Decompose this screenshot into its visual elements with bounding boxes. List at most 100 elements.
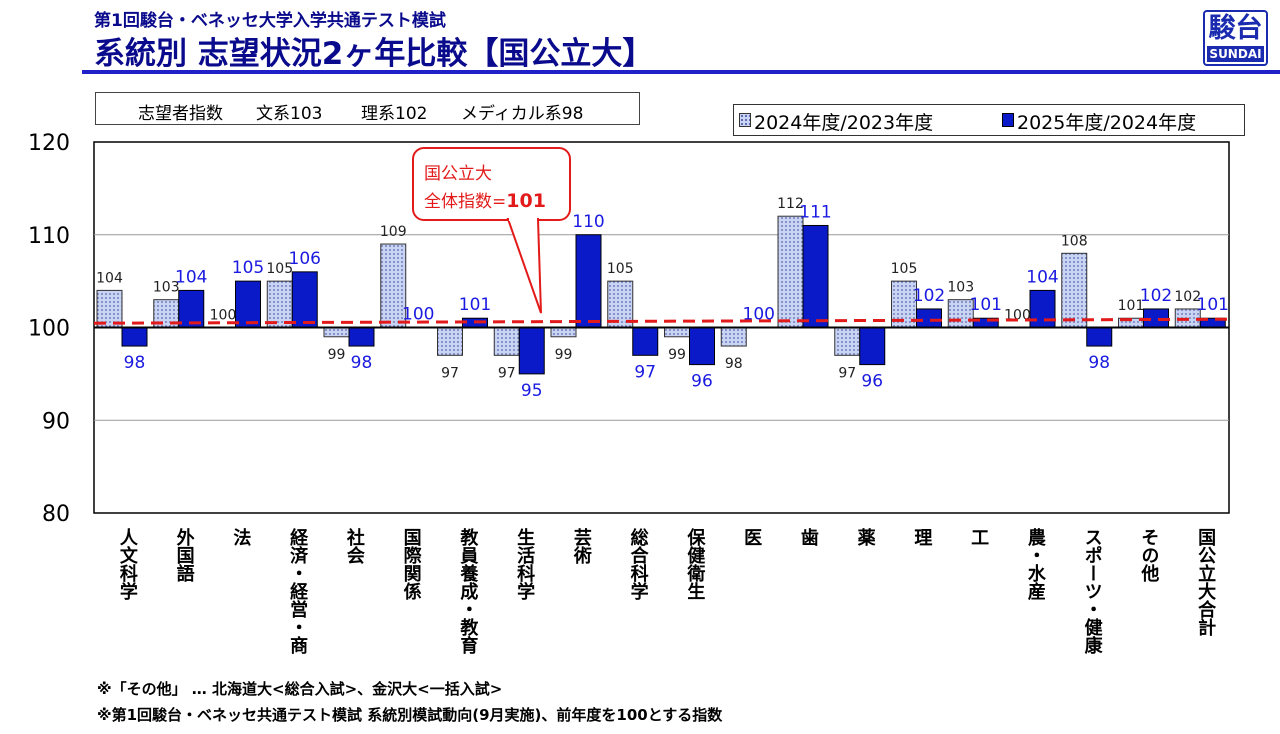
data-label-series2: 98 [124,353,146,373]
data-label-series1: 102 [1174,289,1201,305]
x-category-label: 薬 [855,528,876,547]
x-category-label: 経済・経営・商 [287,527,308,655]
data-label-series2: 111 [799,202,831,222]
bar-series2 [802,224,829,329]
index-rikei: 理系102 [361,104,428,124]
bar-series2 [916,308,942,329]
callout-value-prefix: 全体指数= [424,192,507,212]
callout-value-number: 101 [506,190,546,212]
data-label-series2: 96 [691,372,713,392]
x-category-label: 生活科学 [514,527,535,601]
bar-series1 [834,327,861,356]
bar-series1 [777,215,804,328]
data-label-series2: 101 [459,295,491,315]
data-label-series2: 110 [572,212,604,232]
x-category-label: スポーツ・健康 [1082,528,1103,655]
data-label-series1: 97 [838,365,856,381]
data-label-series2: 97 [634,362,656,382]
x-category-label: 外国語 [174,527,195,583]
footnote-other: ※「その他」 … 北海道大<総合入試>、金沢大<一括入試> [97,680,503,698]
callout-title: 国公立大 [424,164,492,184]
bar-series2 [348,327,375,347]
bar-series2 [1086,327,1113,347]
data-label-series2: 102 [913,286,945,306]
x-category-label: 保健衛生 [684,527,706,600]
legend-label-series1: 2024年度/2023年度 [754,112,934,134]
data-label-series2: 101 [970,295,1002,315]
bar-series2 [575,234,602,328]
x-category-label: 国際関係 [401,528,422,600]
y-tick-label: 80 [42,502,70,527]
x-category-label: 理 [911,528,932,546]
footnote-source: ※第1回駿台・ベネッセ共通テスト模試 系統別模試動向(9月実施)、前年度を100… [97,706,723,724]
data-label-series1: 97 [441,365,459,381]
data-label-series2: 95 [521,381,543,401]
data-label-series1: 99 [668,347,686,363]
data-label-series2: 101 [1197,295,1229,315]
data-label-series1: 103 [947,280,974,296]
index-bunkei: 文系103 [256,104,323,124]
data-label-series1: 97 [498,365,516,381]
bar-series1 [720,327,747,347]
x-category-label: 芸術 [571,527,593,565]
applicant-index-box: 志望者指数 文系103 理系102 メディカル系98 [95,92,640,125]
bar-series1 [550,327,577,338]
x-category-label: 工 [968,528,989,546]
x-category-label: 総合科学 [628,527,649,601]
data-label-series2: 106 [289,249,321,269]
bar-series2 [235,280,261,328]
index-label: 志望者指数 [138,104,223,124]
callout-value: 全体指数=101 [424,187,546,212]
data-label-series1: 103 [153,280,180,296]
data-label-series1: 104 [96,270,123,286]
bar-series1 [323,327,350,338]
data-label-series2: 96 [861,372,883,392]
bar-series1 [96,289,123,328]
bar-series2 [121,327,148,347]
data-label-series2: 105 [232,258,264,278]
x-category-label: 歯 [798,527,819,547]
data-label-series1: 99 [555,347,573,363]
bar-series1 [1061,252,1088,328]
chart-legend: 2024年度/2023年度 2025年度/2024年度 [733,104,1245,136]
logo-kanji: 駿台 [1208,13,1263,44]
data-label-series2: 104 [175,267,207,287]
sundai-logo: 駿台 SUNDAI [1203,10,1268,66]
y-tick-label: 90 [42,409,70,434]
data-label-series2: 102 [1140,286,1172,306]
y-tick-label: 100 [28,317,70,342]
bar-series2 [1029,289,1056,328]
bar-series2 [291,271,318,329]
bar-series1 [380,243,407,328]
data-label-series1: 98 [725,356,743,372]
bar-series2 [859,327,886,366]
data-label-series2: 104 [1026,267,1058,287]
index-medical: メディカル系98 [461,104,584,124]
legend-swatch-series1 [739,113,751,127]
data-label-series1: 112 [777,196,804,212]
data-label-series1: 108 [1061,233,1088,249]
title-underline [82,70,1280,74]
bar-series2 [178,289,205,328]
page-title: 系統別 志望状況2ヶ年比較【国公立大】 [94,36,654,72]
data-label-series1: 105 [891,261,918,277]
x-category-label: 医 [741,528,762,546]
data-label-series2: 100 [402,305,434,325]
x-category-label: 社会 [344,527,365,565]
data-label-series1: 105 [607,261,634,277]
x-category-label: 人文科学 [117,528,138,601]
x-category-label: 法 [230,527,251,547]
bar-series2 [632,327,659,356]
bar-series1 [266,280,293,328]
logo-wordmark: SUNDAI [1207,46,1264,62]
x-category-label: 農・水産 [1025,528,1046,601]
data-label-series1: 101 [1118,298,1145,314]
bar-series1 [607,280,634,328]
report-subtitle: 第1回駿台・ベネッセ大学入学共通テスト模試 [94,11,446,31]
legend-swatch-series2 [1002,113,1014,127]
y-tick-label: 110 [28,224,70,249]
data-label-series1: 100 [210,308,237,324]
legend-label-series2: 2025年度/2024年度 [1017,112,1197,134]
data-label-series1: 99 [328,347,346,363]
